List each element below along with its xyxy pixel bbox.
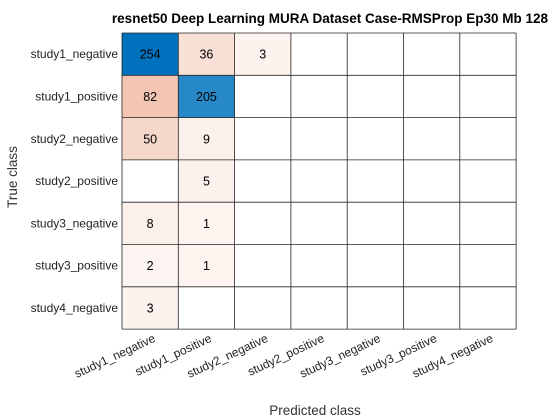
matrix-cell [459, 33, 517, 76]
cell-value-label: 205 [196, 90, 217, 104]
cell-value-label: 50 [143, 132, 157, 146]
matrix-cell [347, 75, 404, 118]
matrix-cell [122, 202, 179, 245]
cell-value-label: 3 [259, 48, 266, 62]
matrix-cell [122, 33, 179, 76]
matrix-cell [178, 286, 235, 330]
row-tick-labels: study1_negative study1_positive study2_neg… [31, 47, 119, 315]
matrix-cell [459, 286, 517, 330]
matrix-cell [403, 159, 460, 203]
x-axis-label: Predicted class [269, 403, 361, 418]
cell-value-label: 9 [203, 132, 210, 146]
matrix-cells: 254 36 3 82 205 50 9 5 8 1 2 1 3 [122, 33, 517, 330]
cell-value-label: 82 [143, 90, 157, 104]
matrix-cell [347, 117, 404, 160]
matrix-cell [234, 117, 291, 160]
matrix-cell [234, 33, 291, 76]
matrix-cell [234, 159, 291, 203]
matrix-cell [459, 159, 517, 203]
matrix-cell [403, 244, 460, 287]
cell-value-label: 1 [203, 259, 210, 273]
matrix-cell [178, 202, 235, 245]
matrix-cell [403, 117, 460, 160]
matrix-cell [234, 75, 291, 118]
row-tick-label: study3_positive [35, 259, 118, 273]
matrix-cell [290, 159, 348, 203]
matrix-cell [459, 202, 517, 245]
row-tick-label: study3_negative [31, 216, 119, 230]
matrix-cell [178, 33, 235, 76]
matrix-cell [459, 75, 517, 118]
matrix-cell [234, 202, 291, 245]
cell-value-label: 254 [140, 48, 161, 62]
matrix-cell [122, 117, 179, 160]
matrix-cell [403, 202, 460, 245]
matrix-cell [122, 75, 179, 118]
chart-title: resnet50 Deep Learning MURA Dataset Case… [112, 11, 549, 26]
row-tick-label: study2_positive [35, 174, 118, 188]
matrix-cell [347, 159, 404, 203]
matrix-cell [459, 117, 517, 160]
cell-value-label: 8 [147, 217, 154, 231]
y-axis-label: True class [5, 146, 20, 208]
matrix-cell [290, 286, 348, 330]
matrix-cell [347, 286, 404, 330]
cell-value-label: 1 [203, 217, 210, 231]
matrix-cell [290, 202, 348, 245]
row-tick-label: study2_negative [31, 132, 119, 146]
matrix-cell [178, 75, 235, 118]
matrix-cell [347, 202, 404, 245]
matrix-cell [122, 159, 179, 203]
matrix-cell [178, 117, 235, 160]
cell-value-label: 3 [147, 301, 154, 315]
cell-value-label: 36 [199, 48, 213, 62]
matrix-cell [347, 33, 404, 76]
matrix-cell [459, 244, 517, 287]
matrix-cell [290, 75, 348, 118]
matrix-cell [234, 286, 291, 330]
matrix-grid [121, 32, 517, 330]
cell-value-label: 5 [203, 175, 210, 189]
row-tick-label: study1_negative [31, 47, 119, 61]
matrix-cell [178, 159, 235, 203]
column-tick-labels: study1_negativestudy1_positivestudy2_neg… [72, 331, 495, 381]
cell-value-label: 2 [147, 259, 154, 273]
matrix-cell [403, 286, 460, 330]
matrix-cell [122, 286, 179, 330]
matrix-cell [403, 33, 460, 76]
matrix-cell [178, 244, 235, 287]
matrix-cell [290, 244, 348, 287]
matrix-cell [234, 244, 291, 287]
row-tick-label: study1_positive [35, 89, 118, 103]
matrix-cell [403, 75, 460, 118]
matrix-cell [347, 244, 404, 287]
row-tick-label: study4_negative [31, 301, 119, 315]
matrix-cell [290, 33, 348, 76]
matrix-cell [122, 244, 179, 287]
matrix-cell [290, 117, 348, 160]
